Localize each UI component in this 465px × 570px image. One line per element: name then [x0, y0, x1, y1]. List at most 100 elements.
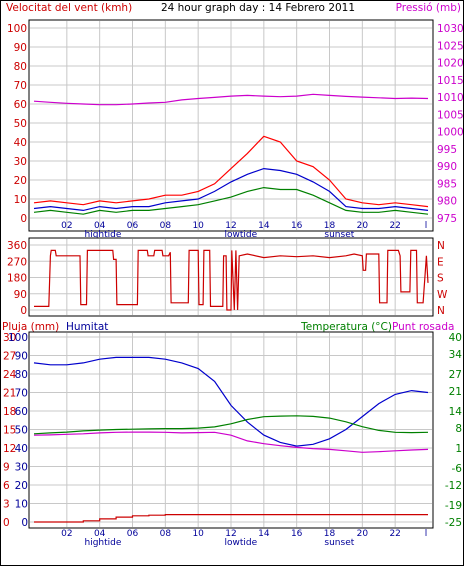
wind-pressure-panel: 0102030405060708090100975980985990995100…: [7, 19, 464, 240]
temperature-y-tick-label: 27: [449, 369, 462, 381]
pressure-y-tick-label: 985: [437, 178, 457, 190]
event-label: hightide: [84, 230, 121, 240]
temperature-y-tick-label: 21: [449, 386, 462, 398]
x-tick-label: 02: [61, 221, 72, 231]
x-tick-label: 06: [127, 221, 139, 231]
direction-y-tick-label: 360: [7, 240, 27, 252]
x-tick-label: 20: [357, 529, 369, 539]
wind-y-tick-label: 0: [20, 213, 27, 225]
series-gust-line: [33, 135, 429, 208]
humidity-y-tick-label: 90: [15, 351, 28, 363]
rain-y-tick-label: 15: [3, 425, 16, 437]
wind-y-tick-label: 40: [14, 137, 27, 149]
temperature-y-tick-label: -6: [452, 463, 463, 475]
wind-y-tick-label: 60: [14, 99, 27, 111]
compass-label: N: [437, 240, 445, 252]
x-tick-label: 22: [389, 529, 400, 539]
rain-y-tick-label: 0: [3, 517, 10, 529]
series-lull-line: [33, 186, 429, 215]
pressure-y-tick-label: 1000: [437, 127, 464, 139]
temperature-y-tick-label: -12: [445, 480, 462, 492]
x-tick-label: 06: [127, 529, 139, 539]
event-label: sunset: [324, 230, 354, 240]
humidity-temperature-panel: Pluja (mm) Humitat Temperatura (°C) Punt ro…: [2, 321, 462, 548]
temperature-y-tick-label: -19: [445, 500, 462, 512]
x-tick-label: 18: [324, 529, 336, 539]
series-rain-line: [34, 514, 428, 523]
wind-y-tick-label: 50: [14, 118, 27, 130]
series-humidity-line: [33, 356, 429, 447]
right-axis-title: Pressió (mb): [396, 2, 461, 14]
humidity-y-tick-label: 80: [15, 369, 28, 381]
pressure-y-tick-label: 975: [437, 213, 457, 225]
wind-y-tick-label: 70: [14, 80, 27, 92]
x-tick-label: 04: [94, 529, 106, 539]
pressure-y-tick-label: 1025: [437, 40, 464, 52]
event-label: lowtide: [225, 230, 258, 240]
wind-y-tick-label: 30: [14, 156, 27, 168]
humidity-axis-title: Humitat: [66, 321, 108, 333]
wind-y-tick-label: 80: [14, 61, 27, 73]
rain-axis-title: Pluja (mm): [2, 321, 59, 333]
pressure-y-tick-label: 980: [437, 196, 457, 208]
wind-y-tick-label: 10: [14, 194, 27, 206]
x-tick-label: 16: [291, 221, 303, 231]
x-tick-label: 18: [324, 221, 336, 231]
dewpoint-axis-title: Punt rosada: [392, 321, 454, 333]
x-tick-label: 16: [291, 529, 303, 539]
series-dewpoint-line: [33, 431, 429, 453]
humidity-y-tick-label: 100: [8, 332, 28, 344]
pressure-y-tick-label: 995: [437, 144, 457, 156]
wind-y-tick-label: 20: [14, 175, 27, 187]
humidity-y-tick-label: 50: [15, 425, 28, 437]
x-tick-label: 10: [192, 221, 204, 231]
pressure-y-tick-label: 990: [437, 161, 457, 173]
rain-y-tick-label: 21: [3, 388, 16, 400]
temperature-y-tick-label: 1: [455, 443, 462, 455]
x-tick-label: 12: [225, 221, 236, 231]
x-tick-label: 14: [258, 529, 270, 539]
direction-y-tick-label: 90: [14, 289, 27, 301]
direction-y-tick-label: 270: [7, 256, 27, 268]
humidity-y-tick-label: 20: [15, 480, 28, 492]
x-end-marker: l: [425, 529, 428, 539]
rain-y-tick-label: 9: [3, 462, 10, 474]
temperature-y-tick-label: 14: [449, 406, 463, 418]
x-tick-label: 22: [389, 221, 400, 231]
rain-y-tick-label: 27: [3, 351, 16, 363]
pressure-y-tick-label: 1020: [437, 58, 464, 70]
event-label: lowtide: [225, 538, 258, 548]
event-label: sunset: [324, 538, 354, 548]
event-label: hightide: [84, 538, 121, 548]
x-tick-label: 10: [192, 529, 204, 539]
rain-y-tick-label: 12: [3, 443, 16, 455]
temperature-y-tick-label: 40: [449, 332, 462, 344]
chart-title: 24 hour graph day : 14 Febrero 2011: [161, 2, 355, 14]
wind-y-tick-label: 100: [7, 23, 27, 35]
series-direction-line: [34, 249, 429, 311]
x-tick-label: 12: [225, 529, 236, 539]
left-axis-title: Velocitat del vent (kmh): [6, 2, 132, 14]
rain-y-tick-label: 24: [3, 369, 17, 381]
temperature-axis-title: Temperatura (°C): [300, 321, 392, 333]
rain-y-tick-label: 18: [3, 406, 16, 418]
humidity-y-tick-label: 0: [21, 517, 28, 529]
x-tick-label: 08: [160, 221, 172, 231]
humidity-y-tick-label: 30: [15, 462, 28, 474]
x-tick-label: 04: [94, 221, 106, 231]
compass-label: W: [437, 289, 448, 301]
x-tick-label: 14: [258, 221, 270, 231]
pressure-y-tick-label: 1005: [437, 109, 464, 121]
series-temperature-line: [33, 415, 429, 435]
temperature-y-tick-label: -25: [445, 517, 462, 529]
compass-label: N: [437, 305, 445, 317]
rain-y-tick-label: 3: [3, 499, 10, 511]
compass-label: S: [437, 273, 444, 285]
temperature-y-tick-label: 34: [449, 349, 463, 361]
series-average-line: [33, 167, 429, 212]
compass-label: E: [437, 256, 444, 268]
x-end-marker: l: [425, 221, 428, 231]
rain-y-tick-label: 6: [3, 480, 10, 492]
